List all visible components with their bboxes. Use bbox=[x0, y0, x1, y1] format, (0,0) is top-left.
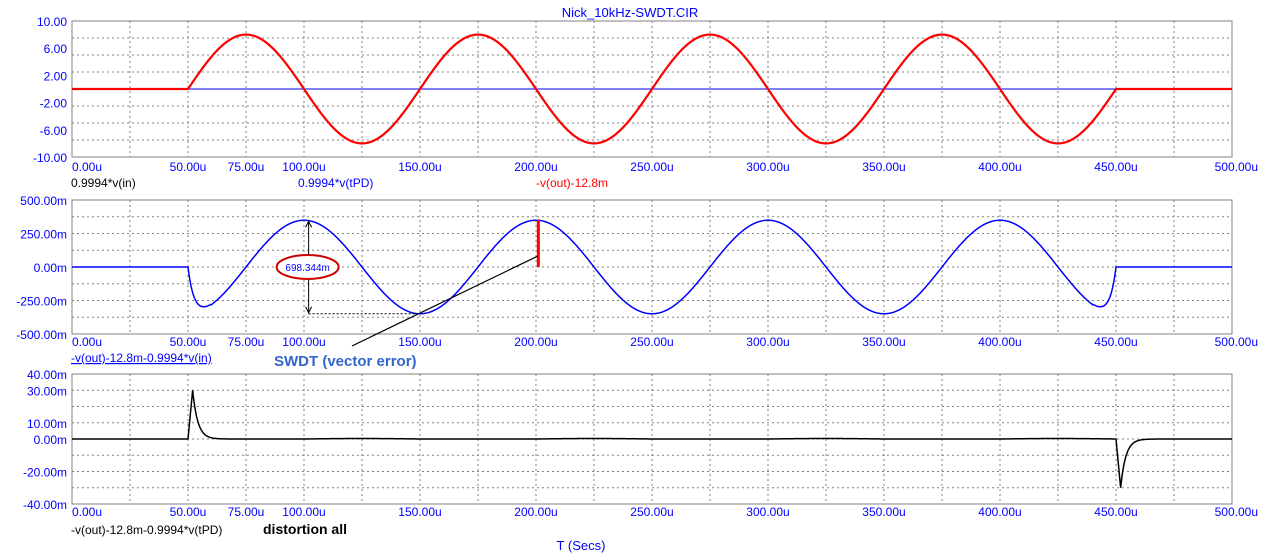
x-tick-label: 50.00u bbox=[170, 505, 207, 519]
x-tick-label: 500.00u bbox=[1215, 505, 1258, 519]
x-tick-label: 75.00u bbox=[228, 505, 265, 519]
x-tick-label: 0.00u bbox=[72, 335, 102, 349]
x-tick-label: 500.00u bbox=[1215, 335, 1258, 349]
legend-vtpd: 0.9994*v(tPD) bbox=[298, 176, 373, 190]
pp-value-text: 698.344m bbox=[285, 263, 329, 274]
x-tick-label: 450.00u bbox=[1094, 505, 1137, 519]
x-tick-label: 350.00u bbox=[862, 335, 905, 349]
y-tick-label: 0.00m bbox=[34, 261, 67, 275]
x-tick-label: 200.00u bbox=[514, 335, 557, 349]
x-tick-label: 100.00u bbox=[282, 160, 325, 174]
x-tick-label: 50.00u bbox=[170, 160, 207, 174]
x-tick-label: 150.00u bbox=[398, 335, 441, 349]
panel-distortion: 40.00m 30.00m 10.00m 0.00m -20.00m -40.00m 0.0… bbox=[23, 368, 1258, 519]
x-tick-label: 75.00u bbox=[228, 335, 265, 349]
y-tick-label: 10.00m bbox=[27, 417, 67, 431]
y-tick-label: 500.00m bbox=[20, 194, 67, 208]
x-tick-label: 100.00u bbox=[282, 335, 325, 349]
y-tick-label: -20.00m bbox=[23, 466, 67, 480]
distortion-label: distortion all bbox=[263, 521, 347, 537]
x-tick-label: 100.00u bbox=[282, 505, 325, 519]
legend-vin: 0.9994*v(in) bbox=[71, 176, 136, 190]
y-tick-label: 2.00 bbox=[44, 69, 68, 83]
x-axis-label: T (Secs) bbox=[557, 538, 606, 553]
x-tick-label: 300.00u bbox=[746, 335, 789, 349]
pp-value-ellipse bbox=[275, 254, 340, 280]
x-tick-label: 150.00u bbox=[398, 160, 441, 174]
x-tick-label: 250.00u bbox=[630, 160, 673, 174]
x-tick-label: 400.00u bbox=[978, 160, 1021, 174]
x-tick-label: 500.00u bbox=[1215, 160, 1258, 174]
legend-vout: -v(out)-12.8m bbox=[536, 176, 608, 190]
x-tick-label: 200.00u bbox=[514, 505, 557, 519]
series-line bbox=[72, 219, 1232, 315]
y-tick-label: 6.00 bbox=[44, 42, 68, 56]
y-tick-label: -40.00m bbox=[23, 498, 67, 512]
y-tick-label: -250.00m bbox=[16, 295, 67, 309]
y-tick-label: -2.00 bbox=[40, 97, 68, 111]
x-tick-label: 0.00u bbox=[72, 505, 102, 519]
y-tick-label: 30.00m bbox=[27, 384, 67, 398]
annotation-pointer bbox=[351, 255, 538, 347]
x-tick-label: 250.00u bbox=[630, 505, 673, 519]
series-line bbox=[72, 390, 1232, 488]
x-tick-label: 350.00u bbox=[862, 160, 905, 174]
y-tick-label: 0.00m bbox=[34, 433, 67, 447]
y-tick-label: -10.00 bbox=[33, 151, 67, 165]
y-tick-label: -6.00 bbox=[40, 124, 68, 138]
x-tick-label: 350.00u bbox=[862, 505, 905, 519]
x-tick-label: 250.00u bbox=[630, 335, 673, 349]
y-tick-label: 10.00 bbox=[37, 15, 67, 29]
pp-arrow-up bbox=[305, 220, 313, 228]
pp-arrow-down bbox=[305, 306, 313, 314]
legend-vector-error: -v(out)-12.8m-0.9994*v(in) bbox=[71, 351, 212, 365]
x-tick-label: 400.00u bbox=[978, 335, 1021, 349]
panel-vector-error: 500.00m 250.00m 0.00m -250.00m -500.00m 0.00u… bbox=[16, 194, 1258, 349]
y-tick-label: 40.00m bbox=[27, 368, 67, 382]
x-tick-label: 200.00u bbox=[514, 160, 557, 174]
y-tick-label: -500.00m bbox=[16, 328, 67, 342]
window-title: Nick_10kHz-SWDT.CIR bbox=[562, 5, 699, 20]
x-tick-label: 450.00u bbox=[1094, 335, 1137, 349]
swdt-label: SWDT (vector error) bbox=[274, 353, 417, 370]
series-line bbox=[72, 33, 1232, 145]
y-tick-label: 250.00m bbox=[20, 228, 67, 242]
x-tick-label: 150.00u bbox=[398, 505, 441, 519]
x-tick-label: 450.00u bbox=[1094, 160, 1137, 174]
x-tick-label: 75.00u bbox=[228, 160, 265, 174]
legend-distortion: -v(out)-12.8m-0.9994*v(tPD) bbox=[71, 523, 222, 537]
panel-voltage: 10.00 6.00 2.00 -2.00 -6.00 -10.00 0.00u 50.00u… bbox=[33, 15, 1258, 174]
x-tick-label: 50.00u bbox=[170, 335, 207, 349]
x-tick-label: 0.00u bbox=[72, 160, 102, 174]
x-tick-label: 400.00u bbox=[978, 505, 1021, 519]
x-tick-label: 300.00u bbox=[746, 160, 789, 174]
x-tick-label: 300.00u bbox=[746, 505, 789, 519]
